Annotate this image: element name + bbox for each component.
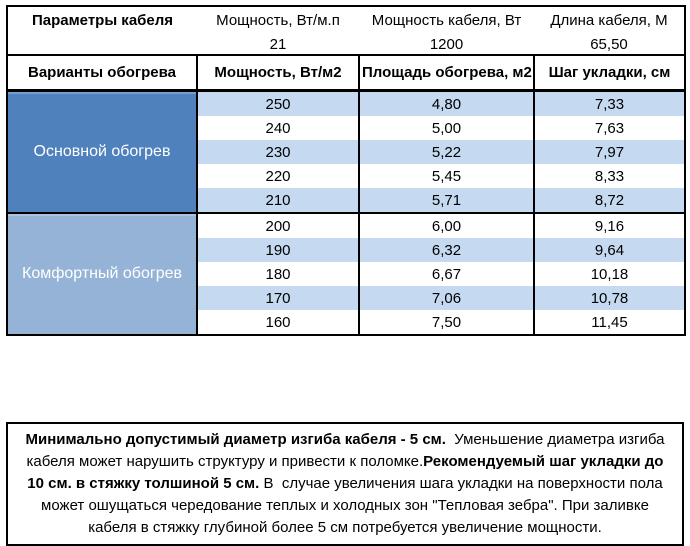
cell-area: 6,32 <box>358 238 534 262</box>
heating-header-row: Варианты обогрева Мощность, Вт/м2 Площад… <box>7 55 685 92</box>
cell-area: 6,67 <box>358 262 534 286</box>
cell-area: 5,45 <box>358 164 534 188</box>
table-row: 230 5,22 7,97 <box>7 140 685 164</box>
note-box: Минимально допустимый диаметр изгиба каб… <box>6 422 684 546</box>
cell-power: 210 <box>196 188 359 213</box>
cell-power: 230 <box>196 140 359 164</box>
param-value-cable-power: 1200 <box>359 34 534 56</box>
header-variants: Варианты обогрева <box>7 55 197 92</box>
table-row: 170 7,06 10,78 <box>7 286 685 310</box>
header-spacing: Шаг укладки, см <box>533 55 685 92</box>
cell-spacing: 9,16 <box>533 212 685 238</box>
cell-power: 220 <box>196 164 359 188</box>
param-label-cable-power: Мощность кабеля, Вт <box>371 12 522 29</box>
params-title: Параметры кабеля <box>31 12 174 29</box>
cell-area: 6,00 <box>358 212 534 238</box>
cell-area: 5,22 <box>358 140 534 164</box>
cell-spacing: 11,45 <box>533 310 685 335</box>
cell-power: 200 <box>196 212 359 238</box>
cell-spacing: 9,64 <box>533 238 685 262</box>
table-row: Основной обогрев 250 4,80 7,33 <box>7 90 685 213</box>
header-area: Площадь обогрева, м2 <box>358 55 534 92</box>
note-segment-bold: Минимально допустимый диаметр изгиба каб… <box>25 431 446 448</box>
cell-spacing: 8,33 <box>533 164 685 188</box>
cell-area: 5,00 <box>358 116 534 140</box>
cell-power: 190 <box>196 238 359 262</box>
cell-spacing: 10,18 <box>533 262 685 286</box>
cell-power: 160 <box>196 310 359 335</box>
cell-power: 240 <box>196 116 359 140</box>
cell-spacing: 8,72 <box>533 188 685 213</box>
cell-spacing: 7,97 <box>533 140 685 164</box>
param-label-power-per-m: Мощность, Вт/м.п <box>216 12 340 29</box>
cell-power: 180 <box>196 262 359 286</box>
cable-parameters-table: Параметры кабеля Мощность, Вт/м.п Мощнос… <box>6 5 686 336</box>
table-row: 190 6,32 9,64 <box>7 238 685 262</box>
table-row: 160 7,50 11,45 <box>7 310 685 335</box>
param-value-power-per-m: 21 <box>197 34 359 56</box>
cell-spacing: 7,33 <box>533 90 685 116</box>
note-segment: Уменьшение диаметра изгиба кабеля может … <box>26 431 669 470</box>
params-empty-cell <box>7 34 197 56</box>
cell-power: 170 <box>196 286 359 310</box>
cell-area: 5,71 <box>358 188 534 213</box>
cell-power: 250 <box>196 90 359 116</box>
table-row: 220 5,45 8,33 <box>7 164 685 188</box>
table-row: 180 6,67 10,18 <box>7 262 685 286</box>
table-row: 240 5,00 7,63 <box>7 116 685 140</box>
param-label-cable-length: Длина кабеля, М <box>550 12 668 29</box>
cell-area: 7,06 <box>358 286 534 310</box>
param-value-cable-length: 65,50 <box>534 34 685 56</box>
table-row: 210 5,71 8,72 <box>7 188 685 213</box>
table-row: Комфортный обогрев 200 6,00 9,16 <box>7 212 685 335</box>
params-label-row: Параметры кабеля Мощность, Вт/м.п Мощнос… <box>7 6 685 34</box>
cell-area: 7,50 <box>358 310 534 335</box>
group-label-main-heating: Основной обогрев <box>7 90 197 213</box>
note-segment: В случае увеличения шага укладки на пове… <box>41 475 667 536</box>
cell-spacing: 7,63 <box>533 116 685 140</box>
header-power: Мощность, Вт/м2 <box>196 55 359 92</box>
params-value-row: 21 1200 65,50 <box>7 34 685 56</box>
cell-spacing: 10,78 <box>533 286 685 310</box>
cell-area: 4,80 <box>358 90 534 116</box>
group-label-comfort-heating: Комфортный обогрев <box>7 212 197 335</box>
note-segment-bold: Рекомендуемый шаг укладки до 10 см. в ст… <box>27 453 668 492</box>
